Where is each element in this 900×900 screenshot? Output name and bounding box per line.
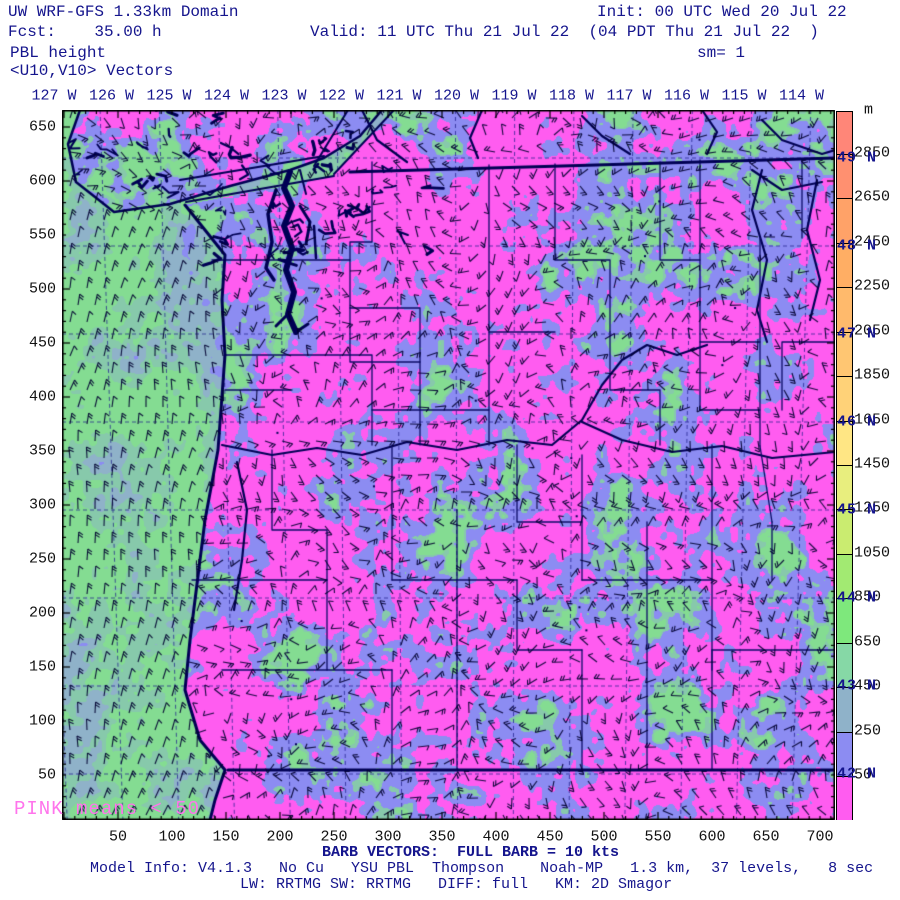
colorbar-segment (837, 112, 852, 154)
footer-barb-legend: BARB VECTORS: FULL BARB = 10 kts (322, 844, 620, 861)
lon-label: 116 W (663, 87, 710, 105)
colorbar-tick-label: 450 (854, 677, 882, 695)
header-smoothing: sm= 1 (697, 44, 746, 62)
lon-label: 122 W (318, 87, 365, 105)
x-axis-label: 300 (374, 828, 402, 846)
colorbar-segment (837, 465, 852, 511)
x-axis-label: 550 (644, 828, 672, 846)
colorbar-segment (837, 331, 852, 378)
header-domain-title: UW WRF-GFS 1.33km Domain (8, 3, 239, 21)
pink-note: PINK means < 50 (14, 798, 201, 820)
colorbar-tick-label: 2250 (854, 277, 891, 295)
header-fcst-hour: Fcst: 35.00 h (8, 23, 162, 41)
colorbar-segment (837, 553, 852, 600)
lon-label: 114 W (778, 87, 825, 105)
colorbar-tick-label: 1850 (854, 366, 891, 384)
colorbar-tick-label: 2450 (854, 233, 891, 251)
y-axis-label: 600 (28, 172, 56, 190)
latitude-label: 48 N (837, 237, 878, 255)
colorbar-tick-label: 650 (854, 633, 882, 651)
latitude-label: 47 N (837, 325, 878, 343)
lon-label: 115 W (721, 87, 767, 105)
colorbar (836, 111, 853, 820)
colorbar-segment (837, 598, 852, 644)
lon-label: 119 W (491, 87, 537, 105)
latitude-label: 42 N (837, 765, 878, 783)
latitude-label: 43 N (837, 677, 878, 695)
colorbar-tick-label: 1250 (854, 499, 891, 517)
colorbar-tick-label: 2850 (854, 144, 891, 162)
colorbar-tick-label: 2650 (854, 188, 891, 206)
colorbar-segment (837, 154, 852, 200)
lon-label: 123 W (261, 87, 307, 105)
y-axis-label: 500 (28, 280, 56, 298)
colorbar-tick-label: 1450 (854, 455, 891, 473)
y-axis-label: 250 (28, 550, 56, 568)
header-valid-time: Valid: 11 UTC Thu 21 Jul 22 (04 PDT Thu … (310, 23, 819, 41)
colorbar-tick-label: 2050 (854, 322, 891, 340)
lon-label: 120 W (433, 87, 480, 105)
colorbar-unit-label: m (864, 101, 874, 119)
header-init-time: Init: 00 UTC Wed 20 Jul 22 (597, 3, 847, 21)
colorbar-segment (837, 376, 852, 422)
colorbar-segment (837, 198, 852, 244)
x-axis-label: 250 (320, 828, 348, 846)
lon-label: 127 W (31, 87, 77, 105)
latitude-label: 46 N (837, 413, 878, 431)
colorbar-segment (837, 642, 852, 689)
footer-model-info: Model Info: V4.1.3 No Cu YSU PBL Thompso… (90, 860, 874, 877)
y-axis-label: 50 (37, 766, 56, 784)
lon-label: 117 W (606, 87, 652, 105)
x-axis-label: 100 (158, 828, 186, 846)
colorbar-segment (837, 687, 852, 733)
colorbar-tick-label: 850 (854, 588, 882, 606)
x-axis-label: 50 (108, 828, 128, 846)
latitude-label: 49 N (837, 149, 878, 167)
y-axis-label: 200 (28, 604, 56, 622)
lon-label: 121 W (376, 87, 422, 105)
x-axis-label: 500 (590, 828, 618, 846)
header-variable: PBL height (10, 44, 107, 62)
lon-label: 124 W (203, 87, 250, 105)
colorbar-segment (837, 420, 852, 466)
x-axis-label: 400 (482, 828, 510, 846)
y-axis-label: 400 (28, 388, 56, 406)
header-vectors: <U10,V10> Vectors (10, 62, 174, 80)
colorbar-tick-label: 1650 (854, 411, 891, 429)
y-axis-label: 150 (28, 658, 56, 676)
x-axis-label: 150 (212, 828, 240, 846)
lon-label: 125 W (146, 87, 192, 105)
colorbar-segment (837, 242, 852, 289)
y-axis-label: 450 (28, 334, 56, 352)
lon-label: 118 W (548, 87, 595, 105)
x-axis-label: 650 (752, 828, 780, 846)
colorbar-tick-label: 50 (854, 766, 873, 784)
x-axis-label: 700 (806, 828, 834, 846)
footer-physics: LW: RRTMG SW: RRTMG DIFF: full KM: 2D Sm… (240, 876, 673, 893)
y-axis-label: 100 (28, 712, 56, 730)
colorbar-tick-label: 1050 (854, 544, 891, 562)
colorbar-segment (837, 287, 852, 333)
x-axis-label: 600 (698, 828, 726, 846)
colorbar-segment (837, 509, 852, 555)
y-axis-label: 550 (28, 226, 56, 244)
y-axis-label: 300 (28, 496, 56, 514)
x-axis-label: 450 (536, 828, 564, 846)
lon-label: 126 W (88, 87, 135, 105)
latitude-label: 45 N (837, 501, 878, 519)
model-map-canvas (62, 110, 835, 820)
x-axis-label: 350 (428, 828, 456, 846)
colorbar-segment (837, 731, 852, 777)
colorbar-tick-label: 250 (854, 722, 882, 740)
colorbar-segment (837, 776, 852, 820)
x-axis-label: 200 (266, 828, 294, 846)
latitude-label: 44 N (837, 589, 878, 607)
y-axis-label: 350 (28, 442, 56, 460)
y-axis-label: 650 (28, 118, 56, 136)
